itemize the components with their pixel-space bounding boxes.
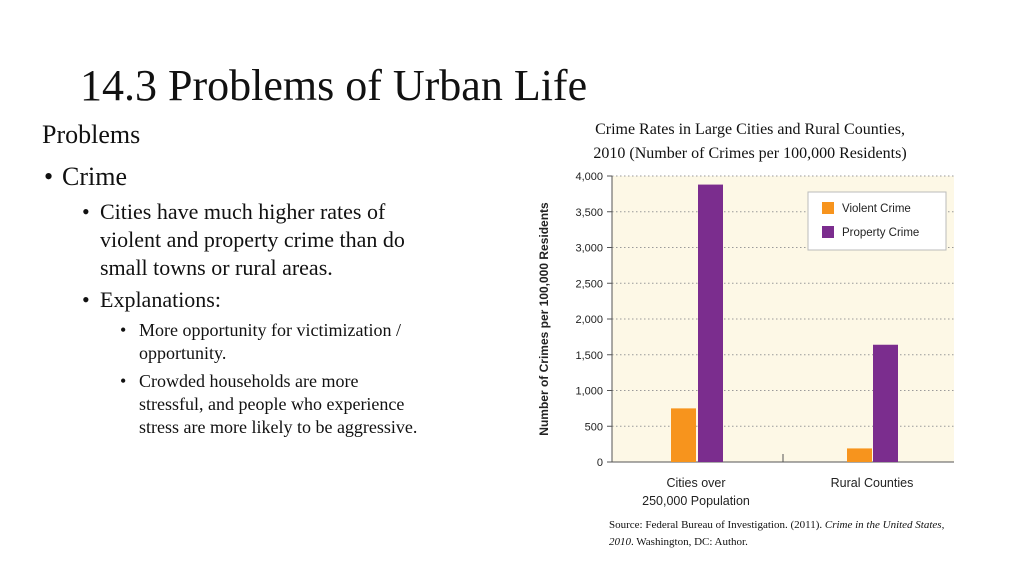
property-crime-bar [698, 184, 723, 462]
chart-title: Crime Rates in Large Cities and Rural Co… [550, 118, 950, 166]
y-tick-label: 2,000 [575, 314, 603, 326]
slide-title: 14.3 Problems of Urban Life [80, 61, 588, 110]
bullet-explanations: Explanations: [42, 286, 422, 314]
bullet-list: Crime Cities have much higher rates of v… [42, 160, 422, 439]
bullet-higher-rates: Cities have much higher rates of violent… [42, 198, 422, 282]
legend-swatch [822, 202, 834, 214]
source-prefix: Source: Federal Bureau of Investigation.… [609, 519, 825, 531]
chart-title-line-2: 2010 (Number of Crimes per 100,000 Resid… [593, 145, 907, 162]
violent-crime-bar [847, 448, 872, 462]
source-citation: Source: Federal Bureau of Investigation.… [609, 517, 949, 551]
y-tick-label: 3,000 [575, 243, 603, 255]
source-suffix: . Washington, DC: Author. [631, 536, 748, 548]
property-crime-bar [873, 344, 898, 462]
bullet-crowded-households: Crowded households are more stressful, a… [42, 370, 422, 439]
x-category-label: Cities over [666, 476, 725, 490]
legend-swatch [822, 226, 834, 238]
y-axis-label: Number of Crimes per 100,000 Residents [537, 202, 551, 436]
legend-label: Property Crime [842, 227, 919, 239]
y-tick-label: 4,000 [575, 171, 603, 183]
x-category-label: 250,000 Population [642, 494, 750, 508]
y-tick-label: 0 [597, 457, 603, 469]
bullet-opportunity: More opportunity for victimization / opp… [42, 319, 422, 365]
violent-crime-bar [671, 408, 696, 462]
source-title: Crime in the United States, 2010 [609, 519, 945, 548]
y-tick-label: 500 [585, 421, 603, 433]
legend-box [807, 191, 947, 251]
section-heading: Problems [42, 120, 141, 149]
bullet-crime: Crime [42, 160, 422, 194]
y-tick-label: 3,500 [575, 207, 603, 219]
crime-rate-chart: 0 500 1,000 1,500 2,000 2,500 3,000 3,500 4,000 C… [537, 171, 954, 508]
y-tick-label: 2,500 [575, 278, 603, 290]
legend-label: Violent Crime [842, 203, 911, 215]
y-tick-label: 1,500 [575, 350, 603, 362]
x-category-label: Rural Counties [831, 476, 914, 490]
chart-title-line-1: Crime Rates in Large Cities and Rural Co… [595, 121, 905, 138]
y-tick-label: 1,000 [575, 386, 603, 398]
